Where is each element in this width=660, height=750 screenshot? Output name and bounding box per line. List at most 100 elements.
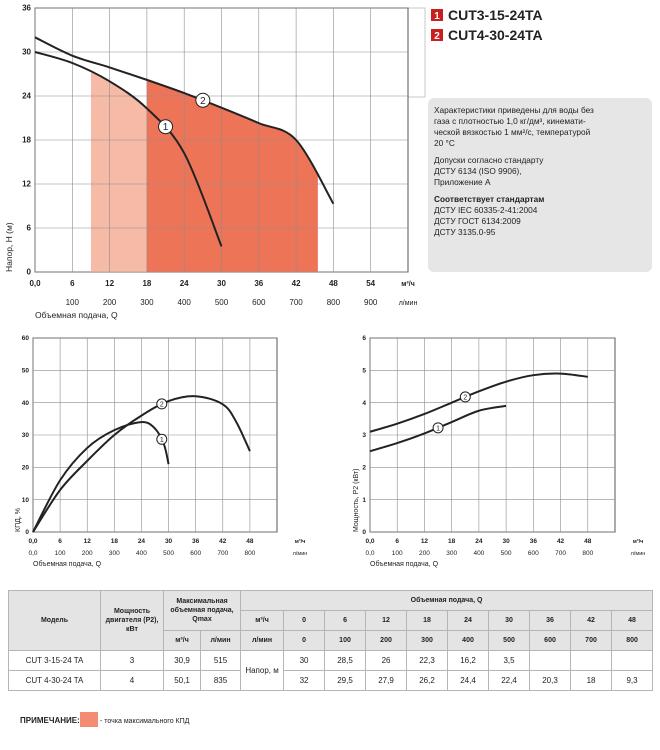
y-axis-title: Напор, Н (м) bbox=[4, 222, 14, 272]
y-tick-label: 30 bbox=[22, 48, 31, 57]
table-row: CUT 4-30-24 TA 4 50,1 835 32 29,5 27,9 26,2 24,4… bbox=[8, 670, 654, 691]
x2-tick-label: 600 bbox=[528, 550, 539, 557]
header-cell: 300 bbox=[406, 630, 449, 651]
x-tick-label: 6 bbox=[395, 538, 399, 545]
x2-tick-label: 500 bbox=[163, 550, 174, 557]
info-text: ДСТУ 3135.0-95 bbox=[434, 227, 496, 237]
table-cell: 30,9 bbox=[163, 650, 201, 671]
y-tick-label: 60 bbox=[22, 335, 30, 342]
x2-unit: л/мин bbox=[631, 551, 646, 557]
table-cell: 22,4 bbox=[488, 670, 531, 691]
note-swatch bbox=[80, 712, 98, 727]
chart: 0,0 6 12 18 24 30 36 42 480,0 100 200 300 400 500 600 7… bbox=[15, 335, 307, 568]
header-cell: Мощность двигателя (P2), кВт bbox=[100, 590, 164, 651]
x2-tick-label: 700 bbox=[217, 550, 228, 557]
x-tick-label: 6 bbox=[58, 538, 62, 545]
curve-label-circle bbox=[156, 398, 168, 410]
table-cell: Напор, м bbox=[240, 650, 285, 691]
curve-label: 1 bbox=[163, 122, 169, 133]
table-row: CUT 3-15-24 TA 3 30,9 515 Напор, м 30 28,5 26 22… bbox=[8, 650, 654, 691]
x-tick-label: 0,0 bbox=[29, 279, 41, 288]
legend-name: CUT4-30-24TA bbox=[448, 27, 543, 43]
y-tick-label: 50 bbox=[22, 368, 30, 375]
x-axis-title: Объемная подача, Q bbox=[33, 560, 102, 568]
y-tick-label: 1 bbox=[362, 497, 366, 504]
x-tick-label: 18 bbox=[448, 538, 456, 545]
curve-label-circle bbox=[158, 119, 174, 135]
table-cell: 26,2 bbox=[406, 670, 449, 691]
y-tick-label: 18 bbox=[22, 136, 31, 145]
table-cell: 4 bbox=[100, 670, 164, 691]
x2-tick-label: 200 bbox=[419, 550, 430, 557]
x2-tick-label: 0,0 bbox=[28, 550, 37, 557]
header-cell: 36 bbox=[529, 610, 572, 631]
header-cell: 12 bbox=[365, 610, 408, 631]
table-cell: 18 bbox=[570, 670, 613, 691]
x-tick-label: 18 bbox=[111, 538, 119, 545]
y-tick-label: 2 bbox=[362, 465, 366, 472]
curve-label: 1 bbox=[160, 437, 164, 444]
y-tick-label: 6 bbox=[27, 224, 32, 233]
x-tick-label: 24 bbox=[475, 538, 483, 545]
x2-tick-label: 200 bbox=[103, 298, 117, 307]
x-axis-title: Объемная подача, Q bbox=[35, 310, 118, 320]
table-cell bbox=[570, 650, 613, 671]
legend-swatch bbox=[431, 9, 443, 21]
header-cell: 24 bbox=[447, 610, 490, 631]
legend-swatch bbox=[431, 29, 443, 41]
header-cell: 600 bbox=[529, 630, 572, 651]
table-cell bbox=[611, 650, 654, 671]
x2-tick-label: 500 bbox=[501, 550, 512, 557]
y-axis-title: Мощность, P2 (кВт) bbox=[353, 469, 360, 532]
table-cell: 16,2 bbox=[447, 650, 490, 671]
x-tick-label: 18 bbox=[142, 279, 151, 288]
x2-tick-label: 800 bbox=[327, 298, 341, 307]
y-tick-label: 6 bbox=[362, 335, 366, 342]
x2-tick-label: 300 bbox=[446, 550, 457, 557]
x2-tick-label: 400 bbox=[136, 550, 147, 557]
header-cell: 200 bbox=[365, 630, 408, 651]
info-text: ДСТУ IEC 60335-2-41:2004 bbox=[434, 205, 538, 215]
x2-tick-label: 700 bbox=[289, 298, 303, 307]
curve-label: 1 bbox=[436, 425, 440, 432]
x-unit: м³/ч bbox=[295, 538, 306, 545]
x-tick-label: 30 bbox=[502, 538, 510, 545]
pump-table: Модель Мощность двигателя (P2), кВт Максим… bbox=[8, 590, 654, 691]
table-row: м³/ч л/мин л/мин 0 100 200 300 400 500 600 700 800 bbox=[9, 630, 654, 651]
x2-unit: л/мин bbox=[399, 300, 418, 307]
header-cell: м³/ч bbox=[240, 610, 285, 631]
x-tick-label: 12 bbox=[421, 538, 429, 545]
table-cell: CUT 3-15-24 TA bbox=[8, 650, 101, 671]
table-cell: 28,5 bbox=[324, 650, 367, 671]
table-cell: CUT 4-30-24 TA bbox=[8, 670, 101, 691]
table-cell: 24,4 bbox=[447, 670, 490, 691]
header-cell: 100 bbox=[324, 630, 367, 651]
info-text: Характеристики приведены для воды без bbox=[434, 105, 594, 115]
x2-tick-label: 300 bbox=[109, 550, 120, 557]
info-text: 20 °С bbox=[434, 138, 455, 148]
table-cell: 26 bbox=[365, 650, 408, 671]
y-tick-label: 20 bbox=[22, 465, 30, 472]
table-cell: 515 bbox=[199, 650, 242, 671]
header-cell: л/мин bbox=[240, 630, 285, 651]
header-cell: Объемная подача, Q bbox=[240, 590, 654, 611]
x2-tick-label: 100 bbox=[66, 298, 80, 307]
x2-tick-label: 900 bbox=[364, 298, 378, 307]
curve-label-circle bbox=[195, 92, 211, 108]
table-cell: 50,1 bbox=[163, 670, 201, 691]
legend-number: 2 bbox=[434, 31, 440, 42]
info-text: газа с плотностью 1,0 кг/дм³, кинемати- bbox=[434, 116, 586, 126]
header-cell: 0 bbox=[283, 630, 326, 651]
x2-tick-label: 500 bbox=[215, 298, 229, 307]
x-tick-label: 54 bbox=[366, 279, 375, 288]
curve bbox=[34, 36, 335, 205]
header-cell: 400 bbox=[447, 630, 490, 651]
table-cell: 22,3 bbox=[406, 650, 449, 671]
x-tick-label: 48 bbox=[584, 538, 592, 545]
info-text: ДСТУ 6134 (ISO 9906), bbox=[434, 166, 522, 176]
x2-tick-label: 600 bbox=[190, 550, 201, 557]
chart: 0,0 6 12 18 24 30 36 42 480,0 100 200 300 400 500 600 7… bbox=[353, 335, 645, 568]
